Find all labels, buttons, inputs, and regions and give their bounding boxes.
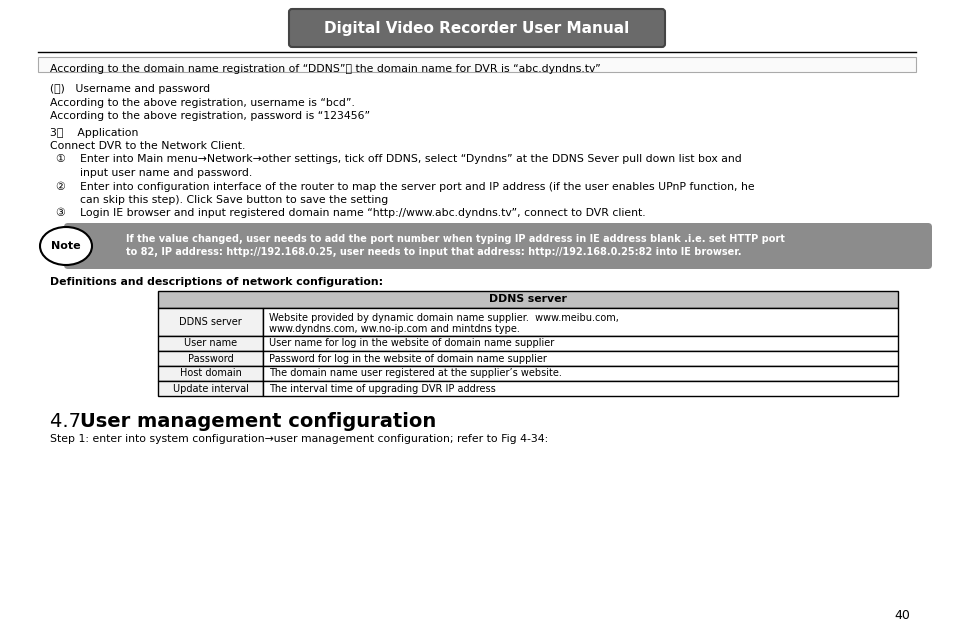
- Text: User management configuration: User management configuration: [80, 412, 436, 431]
- Text: User name: User name: [184, 338, 236, 349]
- Text: According to the domain name registration of “DDNS”， the domain name for DVR is : According to the domain name registratio…: [50, 64, 600, 74]
- Text: 3。    Application: 3。 Application: [50, 127, 138, 137]
- Text: input user name and password.: input user name and password.: [80, 168, 252, 178]
- Text: User name for log in the website of domain name supplier: User name for log in the website of doma…: [269, 338, 554, 349]
- Text: Login IE browser and input registered domain name “http://www.abc.dyndns.tv”, co: Login IE browser and input registered do…: [80, 209, 645, 219]
- Text: Note: Note: [51, 241, 81, 251]
- Text: Digital Video Recorder User Manual: Digital Video Recorder User Manual: [324, 20, 629, 36]
- FancyBboxPatch shape: [158, 336, 263, 351]
- Text: The domain name user registered at the supplier’s website.: The domain name user registered at the s…: [269, 368, 561, 378]
- FancyBboxPatch shape: [263, 308, 897, 336]
- FancyBboxPatch shape: [158, 308, 263, 336]
- Text: According to the above registration, password is “123456”: According to the above registration, pas…: [50, 111, 370, 121]
- Text: 4.7: 4.7: [50, 412, 93, 431]
- Ellipse shape: [40, 227, 91, 265]
- FancyBboxPatch shape: [64, 223, 931, 269]
- FancyBboxPatch shape: [158, 381, 263, 396]
- Text: Update interval: Update interval: [172, 384, 248, 394]
- Text: The interval time of upgrading DVR IP address: The interval time of upgrading DVR IP ad…: [269, 384, 496, 394]
- Text: ②: ②: [55, 181, 65, 191]
- FancyBboxPatch shape: [263, 381, 897, 396]
- Text: Step 1: enter into system configuration→user management configuration; refer to : Step 1: enter into system configuration→…: [50, 434, 548, 444]
- Text: www.dyndns.com, ww.no-ip.com and mintdns type.: www.dyndns.com, ww.no-ip.com and mintdns…: [269, 324, 519, 334]
- Text: According to the above registration, username is “bcd”.: According to the above registration, use…: [50, 97, 355, 107]
- FancyBboxPatch shape: [38, 57, 915, 72]
- FancyBboxPatch shape: [263, 366, 897, 381]
- Text: Host domain: Host domain: [179, 368, 241, 378]
- Text: Definitions and descriptions of network configuration:: Definitions and descriptions of network …: [50, 277, 383, 287]
- Text: Enter into Main menu→Network→other settings, tick off DDNS, select “Dyndns” at t: Enter into Main menu→Network→other setti…: [80, 155, 741, 165]
- FancyBboxPatch shape: [263, 336, 897, 351]
- Text: If the value changed, user needs to add the port number when typing IP address i: If the value changed, user needs to add …: [126, 234, 784, 244]
- Text: 40: 40: [893, 609, 909, 622]
- FancyBboxPatch shape: [263, 351, 897, 366]
- Text: DDNS server: DDNS server: [179, 317, 242, 327]
- Text: can skip this step). Click Save button to save the setting: can skip this step). Click Save button t…: [80, 195, 388, 205]
- FancyBboxPatch shape: [158, 351, 263, 366]
- Text: Connect DVR to the Network Client.: Connect DVR to the Network Client.: [50, 141, 245, 151]
- Text: Password for log in the website of domain name supplier: Password for log in the website of domai…: [269, 354, 546, 364]
- Text: Enter into configuration interface of the router to map the server port and IP a: Enter into configuration interface of th…: [80, 181, 754, 191]
- FancyBboxPatch shape: [158, 291, 897, 308]
- Text: ①: ①: [55, 155, 65, 165]
- FancyBboxPatch shape: [289, 9, 664, 47]
- Text: to 82, IP address: http://192.168.0.25, user needs to input that address: http:/: to 82, IP address: http://192.168.0.25, …: [126, 247, 740, 257]
- FancyBboxPatch shape: [158, 366, 263, 381]
- Text: (２)   Username and password: (２) Username and password: [50, 84, 210, 94]
- Text: ③: ③: [55, 209, 65, 219]
- Text: Password: Password: [188, 354, 233, 364]
- Text: Website provided by dynamic domain name supplier.  www.meibu.com,: Website provided by dynamic domain name …: [269, 313, 618, 323]
- Text: DDNS server: DDNS server: [489, 294, 566, 305]
